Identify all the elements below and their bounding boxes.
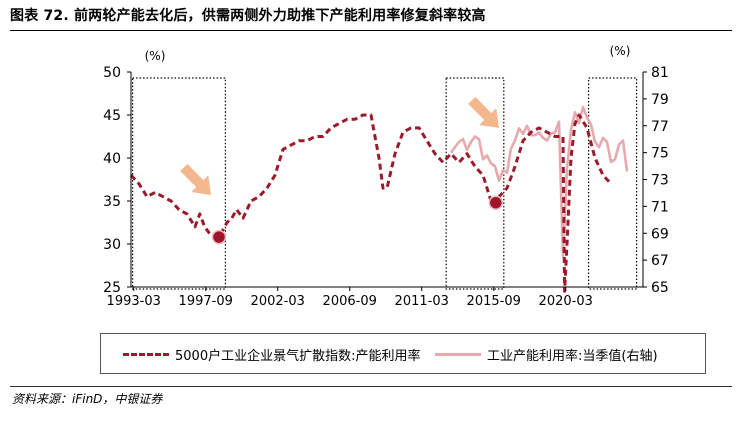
data-marker-0 — [211, 229, 227, 245]
left-axis-unit: (%) — [145, 49, 166, 63]
legend-label-diffusion-index: 5000户工业企业景气扩散指数:产能利用率 — [175, 349, 421, 364]
left-tick-label-5: 50 — [103, 65, 121, 81]
data-marker-1 — [488, 195, 504, 210]
trend-arrows — [180, 96, 499, 195]
figure-title: 图表 72. 前两轮产能去化后，供需两侧外力助推下产能利用率修复斜率较高 — [10, 8, 486, 24]
left-tick-label-1: 30 — [103, 237, 121, 253]
line-chart: 25 30 35 40 45 50 65 67 69 71 73 75 77 79 81 1993-03 199… — [103, 44, 669, 309]
right-tick-label-4: 73 — [651, 173, 669, 189]
right-tick-label-2: 69 — [651, 226, 669, 242]
right-tick-label-5: 75 — [651, 146, 669, 162]
legend-item-capacity-utilization: 工业产能利用率:当季值(右轴) — [435, 334, 658, 375]
left-tick-label-0: 25 — [103, 280, 121, 296]
x-tick-label-2: 2002-03 — [251, 294, 305, 309]
x-tick-label-4: 2011-03 — [395, 294, 449, 309]
legend-swatch-dashed — [123, 353, 169, 356]
x-tick-label-0: 1993-03 — [107, 294, 161, 309]
right-tick-label-0: 65 — [651, 280, 669, 296]
x-tick-label-1: 1997-09 — [179, 294, 233, 309]
source-rule — [10, 386, 732, 387]
right-tick-label-6: 77 — [651, 119, 669, 135]
x-tick-label-6: 2020-03 — [539, 294, 593, 309]
trend-arrow-0 — [180, 163, 211, 195]
highlight-window-1 — [445, 77, 505, 290]
title-rule — [10, 30, 732, 31]
series-line-0 — [129, 113, 613, 293]
right-axis-unit: (%) — [610, 44, 631, 58]
chart-markers — [211, 195, 504, 245]
right-tick-label-3: 71 — [651, 199, 669, 215]
legend-swatch-solid — [435, 353, 481, 356]
highlight-windows — [132, 77, 638, 290]
right-tick-label-8: 81 — [651, 65, 669, 81]
trend-arrow-1 — [468, 96, 499, 128]
left-tick-label-4: 45 — [103, 108, 121, 124]
legend-label-capacity-utilization: 工业产能利用率:当季值(右轴) — [487, 349, 658, 364]
right-tick-label-7: 79 — [651, 92, 669, 108]
x-tick-label-5: 2015-09 — [467, 294, 521, 309]
left-tick-label-3: 40 — [103, 151, 121, 167]
x-tick-label-3: 2006-09 — [323, 294, 377, 309]
chart-series — [129, 105, 629, 293]
series-line-1 — [449, 105, 629, 258]
highlight-window-2 — [587, 77, 638, 290]
legend-item-diffusion-index: 5000户工业企业景气扩散指数:产能利用率 — [123, 334, 420, 375]
left-tick-label-2: 35 — [103, 194, 121, 210]
legend: 5000户工业企业景气扩散指数:产能利用率 工业产能利用率:当季值(右轴) — [100, 333, 706, 374]
source-note: 资料来源：iFinD，中银证券 — [12, 392, 163, 406]
highlight-window-0 — [132, 77, 227, 290]
right-tick-label-1: 67 — [651, 253, 669, 269]
chart-axes: 25 30 35 40 45 50 65 67 69 71 73 75 77 79 81 1993-03 199… — [103, 65, 669, 309]
